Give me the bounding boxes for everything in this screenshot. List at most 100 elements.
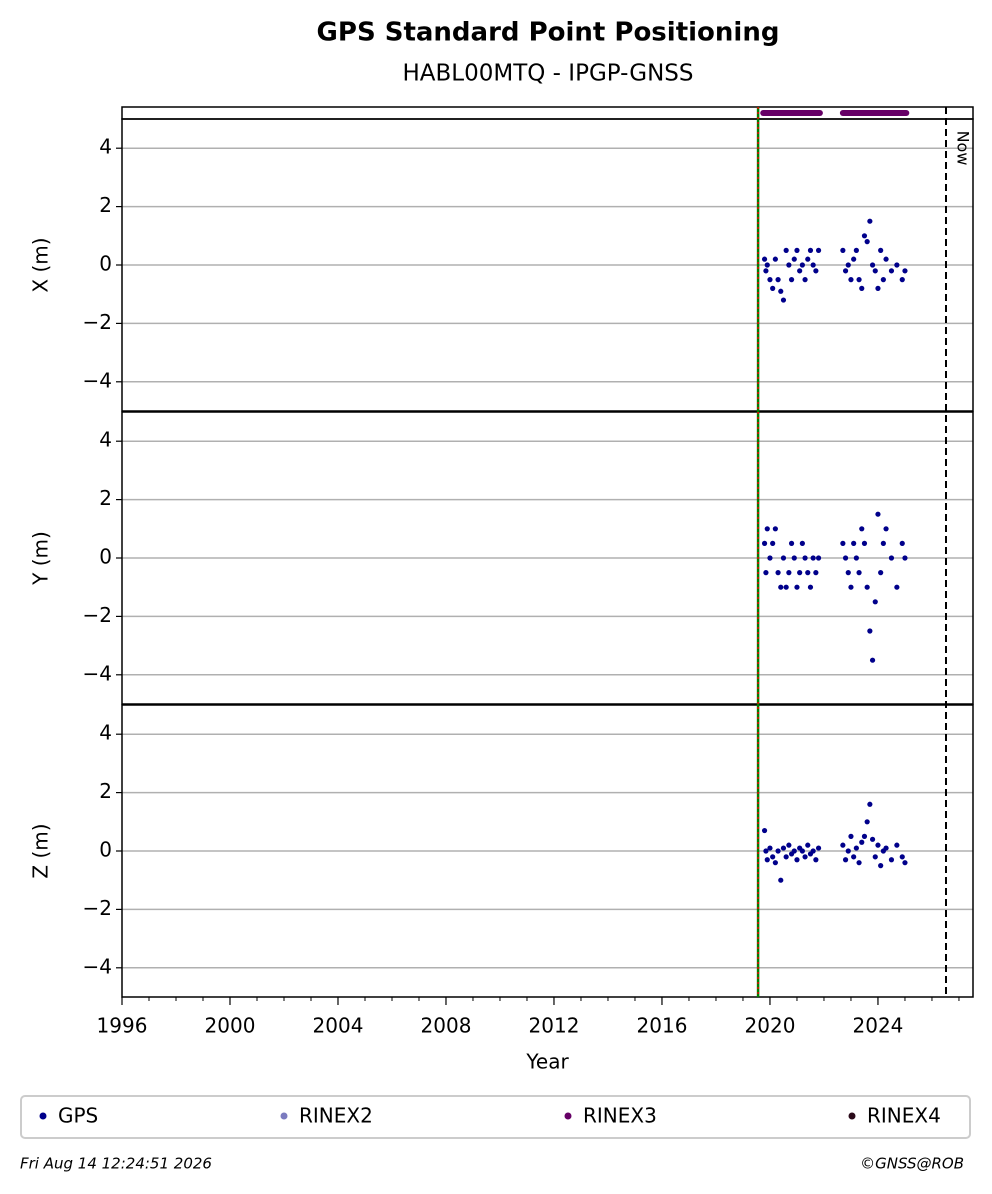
data-point [767,555,773,561]
data-point [799,540,805,547]
data-point [848,833,854,840]
data-point [797,268,803,274]
data-point [880,277,886,283]
data-point [899,854,905,860]
data-point [861,833,868,840]
data-point [902,268,908,274]
data-point [840,842,846,848]
legend-label: RINEX3 [583,1104,657,1128]
data-point [851,256,857,262]
data-point [864,819,870,825]
y-axis-label: Z (m) [29,823,53,878]
data-point [786,570,792,576]
data-point [772,256,778,262]
data-point [875,285,881,291]
data-point [775,277,781,283]
data-point [851,854,857,860]
data-point [788,277,795,283]
legend-label: RINEX4 [867,1104,941,1128]
legend-marker [280,1112,288,1120]
data-point [802,555,808,561]
data-point [853,555,859,561]
data-point [783,854,789,860]
data-point [810,848,816,854]
y-tick-label: −2 [83,603,112,627]
chart-subtitle: HABL00MTQ - IPGP-GNSS [402,61,693,87]
data-point [780,297,787,303]
data-point [802,854,808,860]
data-point [797,570,803,576]
data-point [888,268,895,274]
data-point [845,848,851,854]
footer-date: Fri Aug 14 12:24:51 2026 [20,1155,212,1173]
y-tick-label: 2 [99,486,112,510]
legend-marker [848,1112,856,1120]
x-tick-label: 2020 [745,1014,796,1038]
data-point [872,268,878,274]
data-point [883,256,889,262]
data-point [764,857,770,863]
data-point [859,839,865,845]
legend-marker [39,1112,47,1120]
legend-marker [564,1112,572,1120]
data-point [856,860,862,866]
data-point [778,877,784,883]
data-point [867,218,873,224]
data-point [878,247,884,253]
data-point [867,801,873,807]
data-point [894,842,900,848]
data-point [815,555,822,561]
chart-title: GPS Standard Point Positioning [317,18,780,48]
data-point [872,599,878,605]
data-point [813,268,819,274]
data-point [788,540,795,547]
y-axis-label: X (m) [29,237,53,292]
data-point [786,842,792,848]
data-point [883,845,889,851]
data-point [878,570,884,576]
data-point [875,842,881,848]
data-point [869,262,876,268]
data-point [845,262,851,268]
data-point [778,584,784,590]
x-tick-label: 1996 [97,1014,148,1038]
data-point [763,848,769,854]
data-point [770,540,776,547]
data-point [791,555,797,561]
footer-credit: ©GNSS@ROB [860,1155,964,1173]
data-point [872,854,878,860]
data-point [894,262,900,268]
data-point [794,857,800,863]
data-point [767,277,773,283]
data-point [791,848,797,854]
data-point [859,285,865,291]
data-point [813,857,819,863]
data-point [853,247,859,253]
y-tick-label: 4 [99,428,112,452]
data-point [794,247,800,253]
legend-box [20,1095,971,1139]
data-point [772,860,778,866]
data-point [880,540,886,547]
x-tick-label: 2004 [313,1014,364,1038]
data-point [842,555,849,561]
data-point [775,570,781,576]
data-point [761,256,768,262]
y-tick-label: 0 [99,838,112,862]
data-point [805,256,811,262]
data-point [772,526,778,532]
data-point [883,526,889,532]
data-point [856,277,862,283]
data-point [761,827,768,834]
data-point [786,262,792,268]
now-label: Now [954,131,973,166]
data-point [851,540,857,547]
legend-label: GPS [58,1104,98,1128]
data-point [899,277,905,283]
data-point [763,268,769,274]
data-point [794,584,800,590]
data-point [761,540,768,547]
y-tick-label: −4 [83,368,112,392]
data-point [899,540,905,547]
